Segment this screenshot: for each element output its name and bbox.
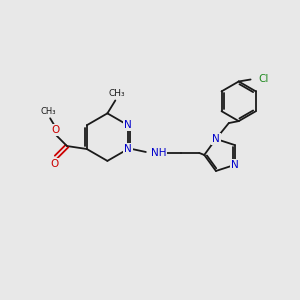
Text: CH₃: CH₃ (108, 89, 124, 98)
Text: O: O (50, 159, 58, 169)
Text: N: N (124, 144, 132, 154)
Text: CH₃: CH₃ (40, 107, 56, 116)
Text: N: N (231, 160, 238, 170)
Text: N: N (124, 120, 132, 130)
Text: N: N (212, 134, 220, 144)
Text: Cl: Cl (259, 74, 269, 85)
Text: O: O (51, 125, 59, 135)
Text: NH: NH (151, 148, 166, 158)
